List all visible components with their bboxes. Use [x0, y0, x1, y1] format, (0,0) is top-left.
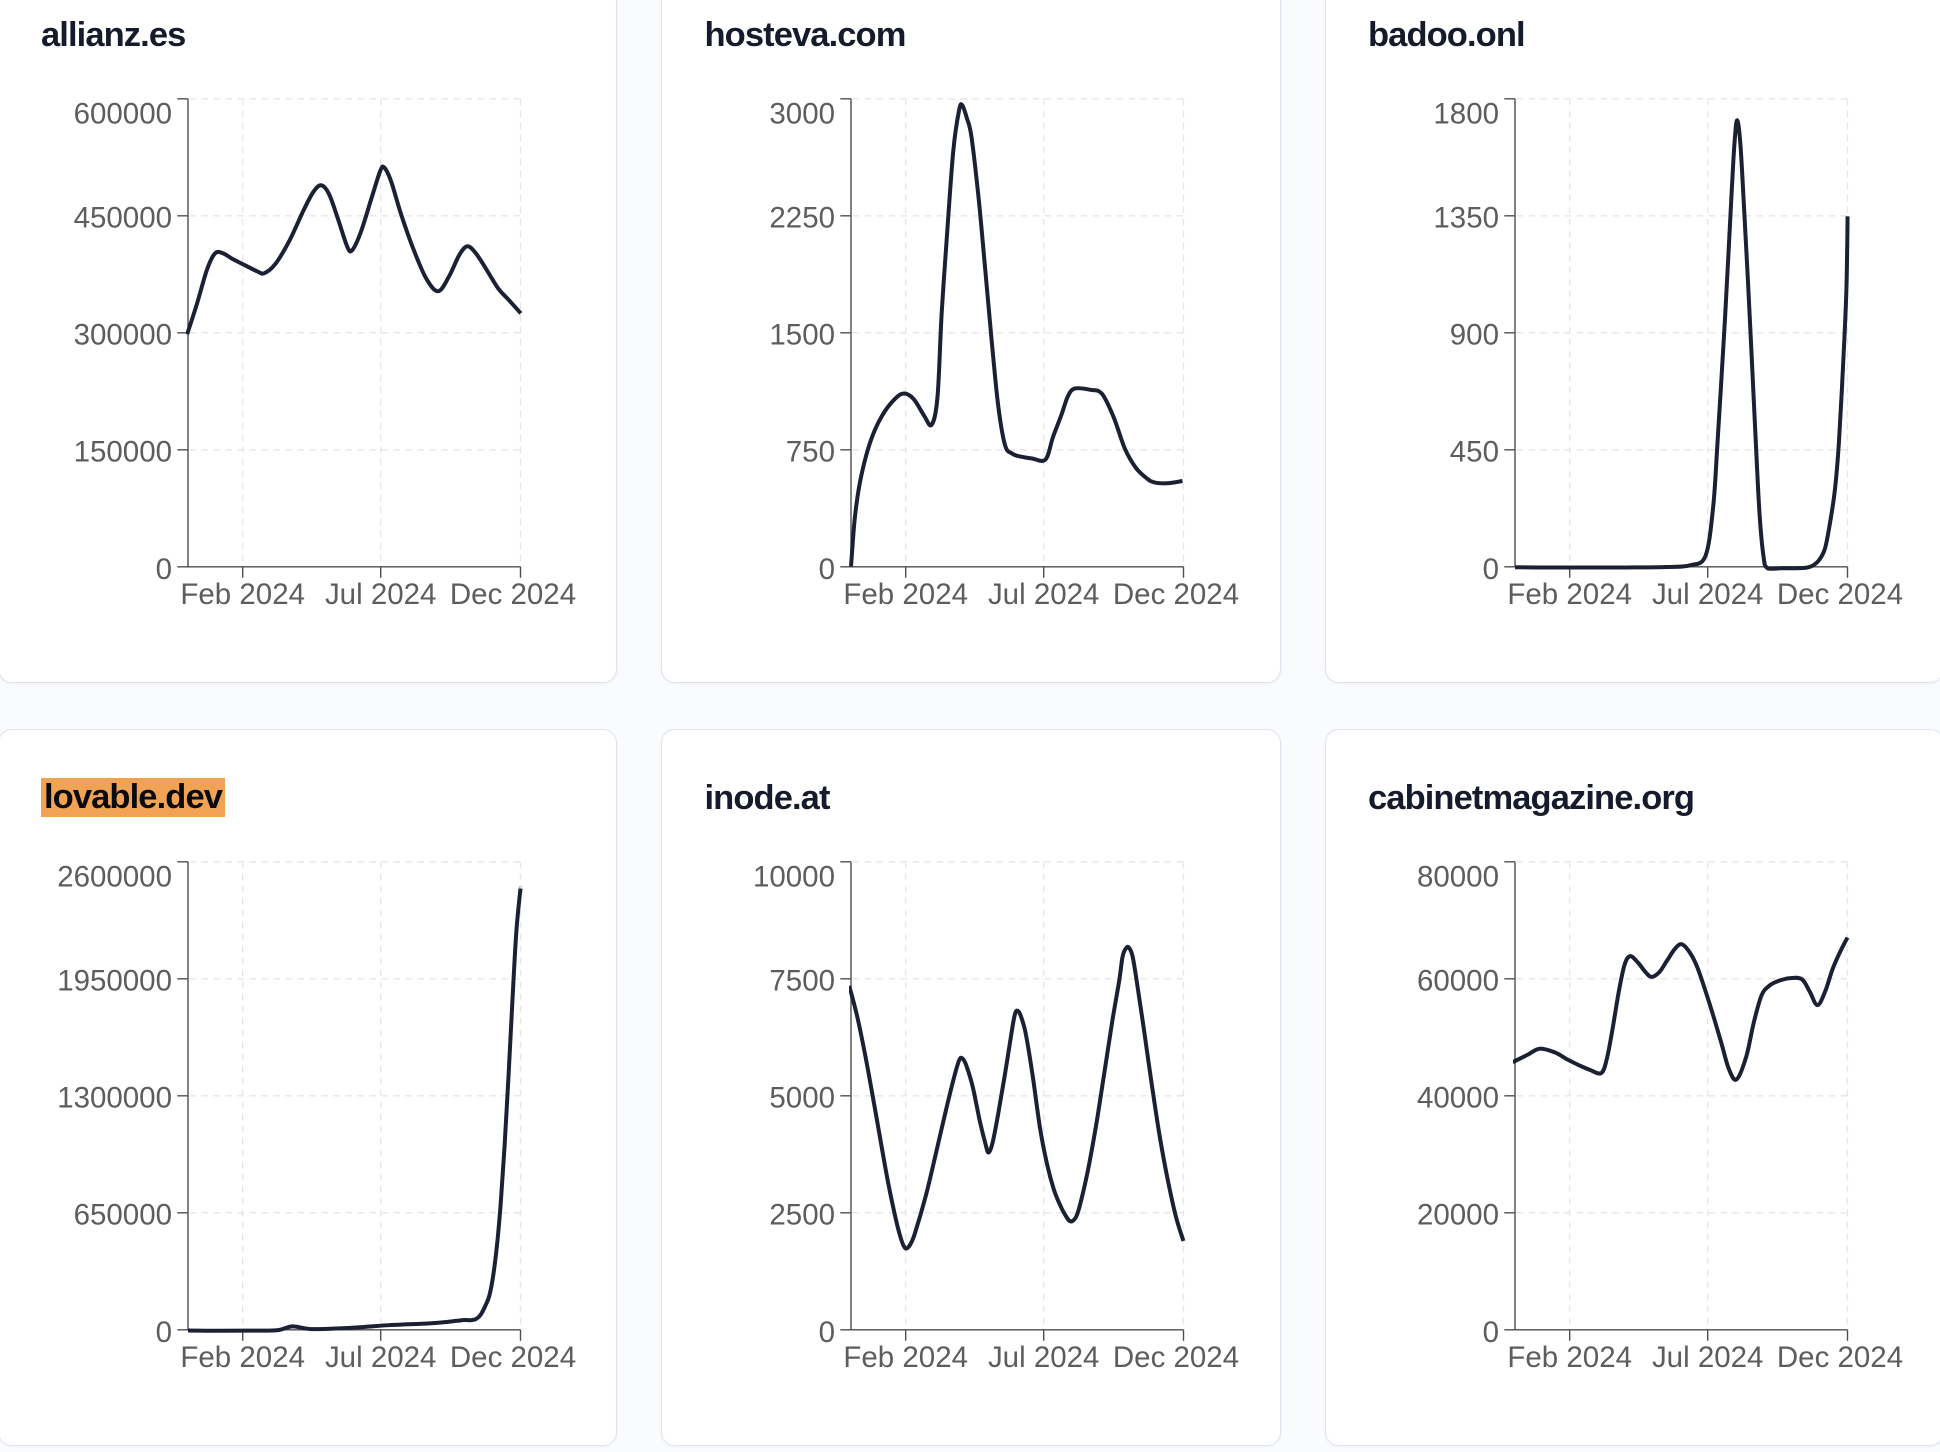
svg-text:1350: 1350 — [1433, 201, 1499, 234]
svg-text:Feb 2024: Feb 2024 — [180, 578, 305, 611]
svg-text:Dec 2024: Dec 2024 — [449, 1341, 575, 1374]
svg-text:2600000: 2600000 — [57, 860, 172, 893]
svg-text:650000: 650000 — [73, 1198, 171, 1231]
svg-text:Feb 2024: Feb 2024 — [843, 1341, 968, 1374]
svg-text:0: 0 — [1482, 553, 1498, 586]
svg-text:Jul 2024: Jul 2024 — [988, 578, 1099, 611]
svg-text:80000: 80000 — [1417, 860, 1499, 893]
svg-text:20000: 20000 — [1417, 1198, 1499, 1231]
svg-text:2500: 2500 — [769, 1198, 835, 1231]
svg-text:Jul 2024: Jul 2024 — [1651, 1341, 1762, 1374]
svg-text:Dec 2024: Dec 2024 — [1113, 578, 1239, 611]
svg-text:3000: 3000 — [769, 97, 835, 130]
svg-text:600000: 600000 — [73, 97, 171, 130]
svg-text:Feb 2024: Feb 2024 — [1507, 578, 1632, 611]
svg-text:0: 0 — [155, 1316, 171, 1349]
svg-text:300000: 300000 — [73, 318, 171, 351]
svg-text:10000: 10000 — [753, 860, 835, 893]
svg-text:1800: 1800 — [1433, 97, 1499, 130]
svg-text:Dec 2024: Dec 2024 — [449, 578, 575, 611]
svg-text:150000: 150000 — [73, 435, 171, 468]
svg-text:750: 750 — [786, 435, 835, 468]
svg-text:1950000: 1950000 — [57, 964, 172, 997]
svg-text:Feb 2024: Feb 2024 — [1507, 1341, 1632, 1374]
svg-text:7500: 7500 — [769, 964, 835, 997]
svg-text:60000: 60000 — [1417, 964, 1499, 997]
svg-text:1500: 1500 — [769, 318, 835, 351]
svg-text:40000: 40000 — [1417, 1081, 1499, 1114]
svg-text:450: 450 — [1449, 435, 1498, 468]
svg-text:0: 0 — [1482, 1316, 1498, 1349]
svg-text:Dec 2024: Dec 2024 — [1776, 578, 1902, 611]
svg-text:0: 0 — [155, 553, 171, 586]
svg-text:Feb 2024: Feb 2024 — [843, 578, 968, 611]
svg-text:900: 900 — [1449, 318, 1498, 351]
svg-text:Feb 2024: Feb 2024 — [180, 1341, 305, 1374]
svg-text:Jul 2024: Jul 2024 — [1651, 578, 1762, 611]
svg-text:Dec 2024: Dec 2024 — [1776, 1341, 1902, 1374]
svg-text:1300000: 1300000 — [57, 1081, 172, 1114]
svg-text:Dec 2024: Dec 2024 — [1113, 1341, 1239, 1374]
svg-text:0: 0 — [819, 553, 835, 586]
svg-text:Jul 2024: Jul 2024 — [324, 578, 435, 611]
svg-text:Jul 2024: Jul 2024 — [324, 1341, 435, 1374]
svg-text:0: 0 — [819, 1316, 835, 1349]
svg-text:2250: 2250 — [769, 201, 835, 234]
svg-text:Jul 2024: Jul 2024 — [988, 1341, 1099, 1374]
svg-text:450000: 450000 — [73, 201, 171, 234]
svg-text:5000: 5000 — [769, 1081, 835, 1114]
